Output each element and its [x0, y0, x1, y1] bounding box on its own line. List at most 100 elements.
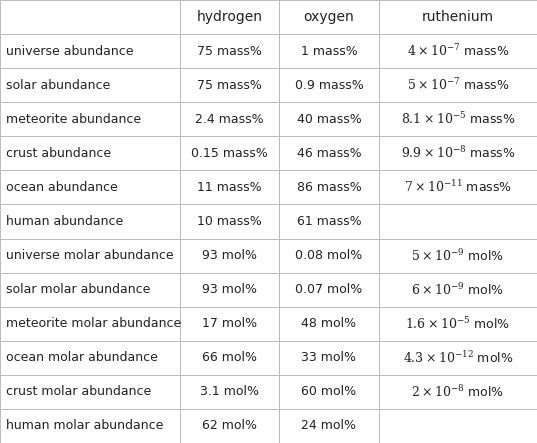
Bar — [379, 0, 537, 34]
Bar — [279, 0, 379, 34]
Text: human abundance: human abundance — [6, 215, 124, 228]
Text: 66 mol%: 66 mol% — [202, 351, 257, 364]
Text: $5\times10^{-7}$ mass%: $5\times10^{-7}$ mass% — [407, 77, 509, 93]
Text: 10 mass%: 10 mass% — [197, 215, 262, 228]
Text: 40 mass%: 40 mass% — [296, 113, 361, 126]
Bar — [379, 272, 537, 307]
Text: 75 mass%: 75 mass% — [197, 79, 262, 92]
Bar — [279, 136, 379, 171]
Bar — [279, 238, 379, 272]
Bar — [379, 34, 537, 68]
Bar — [180, 375, 279, 409]
Bar — [379, 171, 537, 205]
Bar — [279, 34, 379, 68]
Text: $4.3\times10^{-12}$ mol%: $4.3\times10^{-12}$ mol% — [403, 350, 513, 366]
Text: 0.08 mol%: 0.08 mol% — [295, 249, 362, 262]
Bar — [0, 307, 180, 341]
Text: 0.07 mol%: 0.07 mol% — [295, 283, 362, 296]
Bar — [379, 102, 537, 136]
Text: 62 mol%: 62 mol% — [202, 420, 257, 432]
Bar — [0, 68, 180, 102]
Bar — [180, 136, 279, 171]
Text: ocean abundance: ocean abundance — [6, 181, 118, 194]
Bar — [0, 0, 180, 34]
Bar — [279, 409, 379, 443]
Text: 60 mol%: 60 mol% — [301, 385, 357, 398]
Text: hydrogen: hydrogen — [197, 10, 263, 24]
Text: 24 mol%: 24 mol% — [301, 420, 357, 432]
Text: ocean molar abundance: ocean molar abundance — [6, 351, 158, 364]
Text: 33 mol%: 33 mol% — [301, 351, 357, 364]
Bar — [379, 409, 537, 443]
Bar — [180, 205, 279, 238]
Text: 11 mass%: 11 mass% — [197, 181, 262, 194]
Bar — [379, 375, 537, 409]
Bar — [180, 102, 279, 136]
Bar — [0, 205, 180, 238]
Bar — [180, 238, 279, 272]
Bar — [379, 307, 537, 341]
Bar — [0, 272, 180, 307]
Text: $5\times10^{-9}$ mol%: $5\times10^{-9}$ mol% — [411, 248, 504, 264]
Text: solar abundance: solar abundance — [6, 79, 111, 92]
Text: meteorite molar abundance: meteorite molar abundance — [6, 317, 182, 330]
Bar — [180, 341, 279, 375]
Text: $9.9\times10^{-8}$ mass%: $9.9\times10^{-8}$ mass% — [401, 145, 515, 161]
Text: 75 mass%: 75 mass% — [197, 45, 262, 58]
Text: 0.9 mass%: 0.9 mass% — [294, 79, 364, 92]
Text: 1 mass%: 1 mass% — [301, 45, 357, 58]
Text: 0.15 mass%: 0.15 mass% — [191, 147, 268, 160]
Bar — [0, 409, 180, 443]
Bar — [379, 205, 537, 238]
Text: crust molar abundance: crust molar abundance — [6, 385, 151, 398]
Text: 93 mol%: 93 mol% — [202, 283, 257, 296]
Text: 3.1 mol%: 3.1 mol% — [200, 385, 259, 398]
Bar — [180, 307, 279, 341]
Text: oxygen: oxygen — [303, 10, 354, 24]
Bar — [279, 341, 379, 375]
Bar — [180, 68, 279, 102]
Bar — [279, 102, 379, 136]
Bar — [180, 171, 279, 205]
Bar — [0, 238, 180, 272]
Text: $2\times10^{-8}$ mol%: $2\times10^{-8}$ mol% — [411, 384, 504, 400]
Bar — [0, 171, 180, 205]
Bar — [0, 34, 180, 68]
Text: universe molar abundance: universe molar abundance — [6, 249, 174, 262]
Bar — [0, 341, 180, 375]
Bar — [180, 0, 279, 34]
Text: $1.6\times10^{-5}$ mol%: $1.6\times10^{-5}$ mol% — [405, 316, 510, 332]
Text: 2.4 mass%: 2.4 mass% — [195, 113, 264, 126]
Text: human molar abundance: human molar abundance — [6, 420, 164, 432]
Bar — [279, 171, 379, 205]
Text: $7\times10^{-11}$ mass%: $7\times10^{-11}$ mass% — [404, 179, 512, 195]
Text: 48 mol%: 48 mol% — [301, 317, 357, 330]
Text: universe abundance: universe abundance — [6, 45, 134, 58]
Bar — [180, 409, 279, 443]
Bar — [0, 136, 180, 171]
Text: crust abundance: crust abundance — [6, 147, 112, 160]
Bar — [379, 341, 537, 375]
Text: 17 mol%: 17 mol% — [202, 317, 257, 330]
Bar — [180, 34, 279, 68]
Bar — [279, 307, 379, 341]
Text: $4\times10^{-7}$ mass%: $4\times10^{-7}$ mass% — [407, 43, 509, 59]
Text: $6\times10^{-9}$ mol%: $6\times10^{-9}$ mol% — [411, 282, 504, 298]
Bar — [279, 272, 379, 307]
Bar — [0, 375, 180, 409]
Bar — [279, 68, 379, 102]
Text: meteorite abundance: meteorite abundance — [6, 113, 142, 126]
Text: 46 mass%: 46 mass% — [296, 147, 361, 160]
Bar — [379, 136, 537, 171]
Text: solar molar abundance: solar molar abundance — [6, 283, 151, 296]
Bar — [279, 375, 379, 409]
Text: $8.1\times10^{-5}$ mass%: $8.1\times10^{-5}$ mass% — [401, 111, 515, 127]
Bar — [0, 102, 180, 136]
Text: 86 mass%: 86 mass% — [296, 181, 361, 194]
Bar — [279, 205, 379, 238]
Bar — [379, 68, 537, 102]
Text: 93 mol%: 93 mol% — [202, 249, 257, 262]
Bar — [180, 272, 279, 307]
Text: 61 mass%: 61 mass% — [296, 215, 361, 228]
Text: ruthenium: ruthenium — [422, 10, 494, 24]
